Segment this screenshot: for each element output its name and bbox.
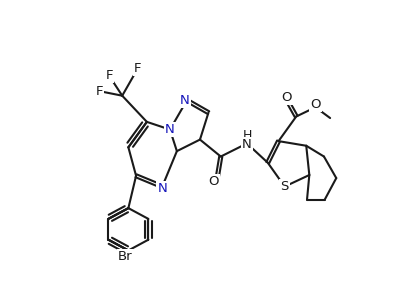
Text: N: N: [165, 123, 175, 136]
Text: F: F: [105, 69, 113, 82]
Text: N: N: [242, 138, 252, 151]
Text: Br: Br: [117, 250, 132, 263]
Text: O: O: [310, 98, 321, 111]
Text: F: F: [95, 85, 103, 98]
Text: O: O: [209, 175, 219, 188]
Text: N: N: [157, 181, 167, 195]
Text: N: N: [180, 94, 190, 107]
Text: S: S: [281, 180, 289, 193]
Text: H: H: [242, 129, 251, 142]
Text: O: O: [282, 91, 292, 104]
Text: F: F: [134, 62, 142, 75]
